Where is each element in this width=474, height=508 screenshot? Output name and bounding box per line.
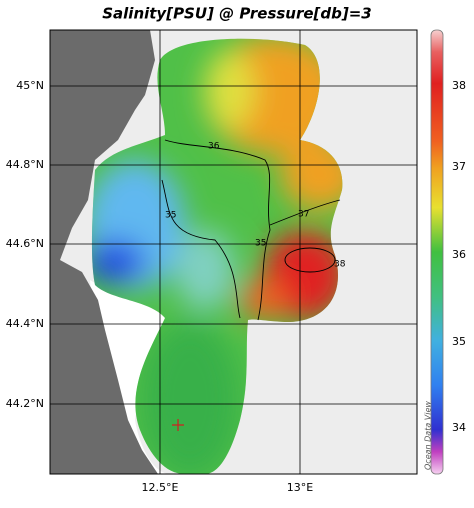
watermark: Ocean Data View: [424, 401, 433, 470]
contour-line: [269, 199, 341, 226]
colorbar-tick-label: 37: [452, 160, 466, 173]
lat-label: 45°N: [16, 79, 44, 92]
contour-line: [284, 247, 336, 273]
contour-label: 35: [165, 211, 176, 221]
contour-label: 38: [334, 260, 346, 270]
colorbar-tick-label: 38: [452, 79, 466, 92]
colorbar-tick-label: 36: [452, 248, 466, 261]
map-title: Salinity[PSU] @ Pressure[db]=3: [102, 5, 372, 23]
colorbar: [430, 29, 444, 475]
contour-label: 37: [298, 210, 309, 220]
contour-line: [164, 139, 271, 321]
colorbar-tick-label: 35: [452, 335, 466, 348]
lat-label: 44.2°N: [6, 397, 44, 410]
lat-label: 44.4°N: [6, 317, 44, 330]
lat-label: 44.6°N: [6, 237, 44, 250]
colorbar-tick-label: 34: [452, 421, 466, 434]
land: [50, 30, 158, 474]
map-frame: [49, 29, 418, 475]
lon-label: 13°E: [287, 481, 313, 494]
lon-label: 12.5°E: [142, 481, 179, 494]
contour-label: 36: [208, 142, 220, 152]
map-area: 36 35 35 37 38: [50, 30, 417, 474]
contour-label: 35: [255, 239, 266, 249]
contour-line: [161, 179, 241, 319]
grid: [50, 30, 417, 474]
lat-label: 44.8°N: [6, 158, 44, 171]
station-marker: [172, 419, 184, 431]
